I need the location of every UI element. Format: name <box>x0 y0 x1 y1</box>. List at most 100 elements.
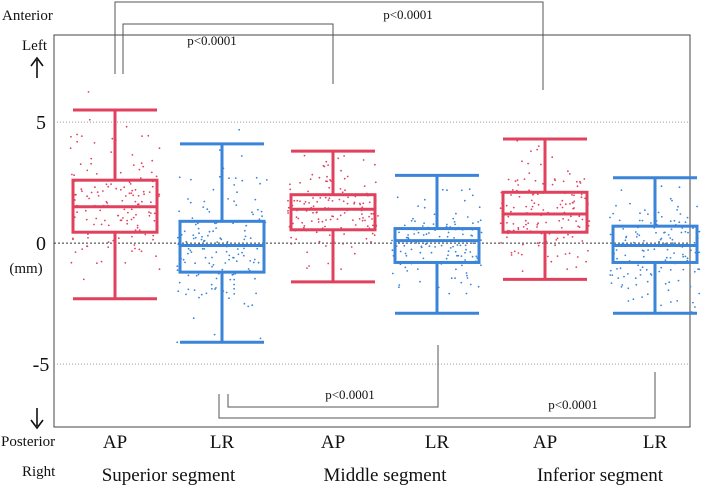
data-point <box>472 222 474 225</box>
direction-label-anterior: Anterior <box>2 8 53 24</box>
data-point <box>85 218 88 221</box>
data-point <box>510 254 513 256</box>
data-point <box>129 183 132 185</box>
data-point <box>211 256 213 259</box>
data-point <box>460 281 463 284</box>
data-point <box>346 175 349 178</box>
data-point <box>698 268 701 271</box>
data-point <box>465 292 468 295</box>
data-point <box>219 149 221 152</box>
data-point <box>219 237 222 240</box>
data-point <box>128 181 131 184</box>
data-point <box>178 210 181 213</box>
pvalue-label: p<0.0001 <box>548 397 598 412</box>
data-point <box>141 200 143 203</box>
data-point <box>523 178 526 181</box>
data-point <box>635 283 638 286</box>
data-point <box>571 236 574 238</box>
data-point <box>233 283 236 286</box>
data-point <box>308 265 310 267</box>
data-point <box>622 228 625 230</box>
data-point <box>578 215 581 218</box>
data-point <box>204 256 207 259</box>
data-point <box>649 273 652 275</box>
data-point <box>660 237 663 240</box>
data-point <box>136 224 139 227</box>
data-point <box>208 230 211 233</box>
data-point <box>514 180 517 183</box>
data-point <box>353 202 355 205</box>
data-point <box>323 165 326 168</box>
data-point <box>645 268 648 271</box>
data-point <box>537 145 540 148</box>
data-point <box>311 173 314 176</box>
data-point <box>316 200 319 203</box>
data-point <box>193 289 196 291</box>
data-point <box>312 205 315 208</box>
data-point <box>455 212 457 215</box>
data-point <box>522 226 525 228</box>
data-point <box>189 201 192 204</box>
data-point <box>287 199 289 202</box>
data-point <box>468 188 471 191</box>
data-point <box>122 217 124 219</box>
data-point <box>138 229 141 232</box>
data-point <box>107 185 110 188</box>
data-point <box>670 301 672 303</box>
data-point <box>362 202 365 205</box>
data-point <box>90 162 92 165</box>
box-inferior-lr <box>611 176 699 315</box>
data-point <box>536 223 539 226</box>
data-point <box>150 171 153 174</box>
data-point <box>641 296 643 298</box>
data-point <box>563 236 565 239</box>
data-point <box>642 255 645 258</box>
pvalue-label: p<0.0001 <box>383 7 433 22</box>
data-point <box>208 211 211 213</box>
data-point <box>152 234 155 237</box>
data-point <box>641 266 644 269</box>
data-point <box>432 223 435 226</box>
data-point <box>698 292 701 295</box>
data-point <box>420 246 423 249</box>
data-point <box>665 256 668 259</box>
data-point <box>506 236 508 239</box>
direction-label-posterior: Posterior <box>1 434 55 450</box>
data-point <box>407 234 409 236</box>
data-point <box>297 217 300 220</box>
data-point <box>100 223 103 226</box>
data-point <box>80 135 83 138</box>
data-point <box>635 236 638 238</box>
data-point <box>477 221 480 223</box>
data-point <box>346 202 349 205</box>
data-point <box>363 185 366 188</box>
data-point <box>513 250 516 253</box>
data-point <box>315 231 318 234</box>
data-point <box>454 223 456 226</box>
data-point <box>462 233 464 236</box>
data-point <box>74 251 77 254</box>
data-point <box>107 241 110 244</box>
data-point <box>694 306 696 308</box>
data-point <box>463 199 466 202</box>
iqr-box <box>393 227 481 264</box>
data-point <box>677 205 679 208</box>
data-point <box>212 264 215 266</box>
data-point <box>480 264 482 267</box>
data-point <box>433 213 436 216</box>
data-point <box>678 186 681 189</box>
data-point <box>682 255 685 258</box>
data-point <box>421 225 424 227</box>
data-point <box>525 223 527 226</box>
data-point <box>464 244 467 247</box>
data-point <box>373 234 376 237</box>
data-point <box>428 245 431 248</box>
data-point <box>328 186 331 189</box>
data-point <box>325 219 327 221</box>
data-point <box>469 251 472 253</box>
data-point <box>254 198 257 201</box>
data-point <box>338 198 341 201</box>
data-point <box>331 215 333 218</box>
data-point <box>671 242 674 245</box>
data-point <box>527 162 529 165</box>
